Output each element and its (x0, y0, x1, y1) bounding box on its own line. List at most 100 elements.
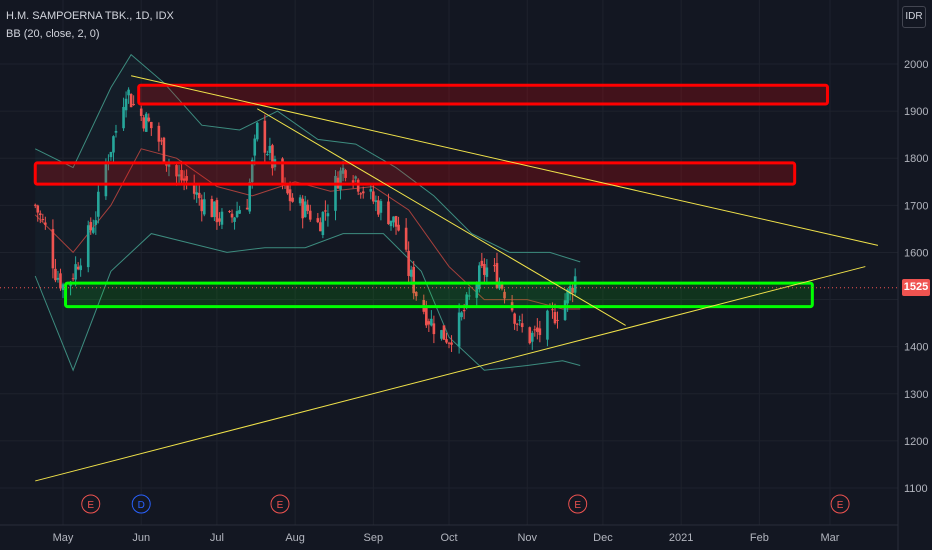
candle-body (114, 130, 118, 133)
candle-body (281, 158, 284, 186)
support-zone[interactable] (64, 281, 814, 309)
candle-body (36, 205, 40, 213)
candle-body (356, 179, 360, 192)
candle-body (465, 294, 468, 308)
trend-lines[interactable] (35, 75, 879, 482)
candle-body (477, 265, 481, 290)
earnings-event-marker[interactable] (830, 494, 850, 514)
candle-body (563, 300, 567, 320)
zone-drawings[interactable] (33, 83, 829, 309)
candle-body (298, 197, 302, 204)
candle-body (162, 137, 166, 163)
candle-body (450, 342, 453, 345)
price-tick-label: 1600 (904, 247, 928, 259)
candle-body (351, 180, 355, 183)
candle-body (144, 113, 148, 132)
earnings-event-marker[interactable] (270, 494, 290, 514)
candle-body (213, 201, 216, 217)
price-tick-label: 1300 (904, 389, 928, 401)
candle-body (54, 268, 57, 281)
candle-body (551, 309, 554, 311)
time-tick-label: Nov (517, 532, 537, 544)
candle-body (160, 140, 163, 142)
candle-body (129, 94, 133, 108)
candle-body (109, 151, 113, 158)
earnings-event-marker[interactable] (81, 494, 101, 514)
candle-body (139, 108, 143, 116)
candle-body (308, 210, 312, 220)
price-tick-label: 1700 (904, 200, 928, 212)
candle-body (218, 218, 221, 222)
candle-body (233, 217, 236, 222)
trend-line[interactable] (131, 75, 879, 246)
candle-body (94, 220, 98, 225)
time-tick-label: Aug (285, 532, 305, 544)
candle-body (268, 145, 272, 153)
candle-body (91, 227, 95, 233)
earnings-event-marker[interactable] (568, 494, 588, 514)
candle-body (533, 329, 537, 331)
time-tick-label: Dec (593, 532, 613, 544)
trend-line[interactable] (35, 266, 866, 482)
candle-body (571, 287, 574, 293)
candle-body (210, 198, 214, 218)
candle-body (245, 207, 249, 210)
price-tick-label: 1800 (904, 153, 928, 165)
currency-button[interactable]: IDR (902, 6, 926, 28)
candle-body (518, 319, 521, 321)
candle-body (192, 184, 196, 194)
dividend-event-marker[interactable] (131, 494, 151, 514)
time-axis[interactable]: May Jun Jul Aug Sep Oct Nov Dec 2021 Feb Mar (53, 532, 840, 544)
candle-body (500, 283, 504, 289)
candle-body (228, 211, 231, 213)
event-marker-label: E (87, 500, 94, 511)
candle-body (180, 170, 183, 181)
resistance-zone[interactable] (137, 83, 829, 106)
candle-body (200, 199, 204, 212)
bollinger-upper-line (34, 53, 581, 263)
candle-body (480, 260, 484, 266)
candle-body (553, 312, 557, 324)
candle-body (76, 266, 80, 270)
last-price-label: 1525 (902, 279, 930, 296)
candle-body (503, 291, 506, 299)
candle-body (432, 323, 436, 335)
grid-lines (0, 0, 898, 525)
candle-body (359, 193, 363, 195)
event-marker-label: E (837, 500, 844, 511)
candle-body (197, 192, 201, 199)
candle-body (165, 164, 168, 166)
candle-body (389, 220, 393, 227)
trend-line[interactable] (257, 108, 626, 326)
candle-body (51, 229, 55, 269)
candle-body (334, 175, 337, 211)
candle-body (235, 211, 239, 218)
indicator-legend[interactable]: BB (20, close, 2, 0) (6, 28, 100, 40)
candle-body (202, 199, 206, 215)
candle-body (89, 222, 93, 231)
price-tick-label: 1100 (904, 483, 928, 495)
candle-body (520, 323, 524, 328)
candle-body (495, 263, 499, 288)
candle-body (513, 313, 516, 324)
symbol-title[interactable]: H.M. SAMPOERNA TBK., 1D, IDX (6, 10, 174, 22)
resistance-zone[interactable] (33, 161, 797, 186)
candle-body (462, 309, 466, 312)
candle-body (407, 250, 410, 276)
candle-body (414, 291, 418, 297)
candle-body (41, 218, 45, 220)
candle-body (369, 189, 373, 192)
candle-body (255, 122, 259, 140)
candle-body (182, 178, 186, 181)
time-tick-label: Jun (132, 532, 150, 544)
candle-body (447, 342, 451, 344)
candle-body (397, 224, 400, 231)
candle-body (546, 310, 549, 340)
candle-body (112, 136, 115, 153)
time-tick-label: Mar (821, 532, 840, 544)
candle-body (430, 318, 433, 326)
price-axis[interactable]: 2000 1900 1800 1700 1600 1400 1300 1200 1100 (904, 59, 928, 495)
